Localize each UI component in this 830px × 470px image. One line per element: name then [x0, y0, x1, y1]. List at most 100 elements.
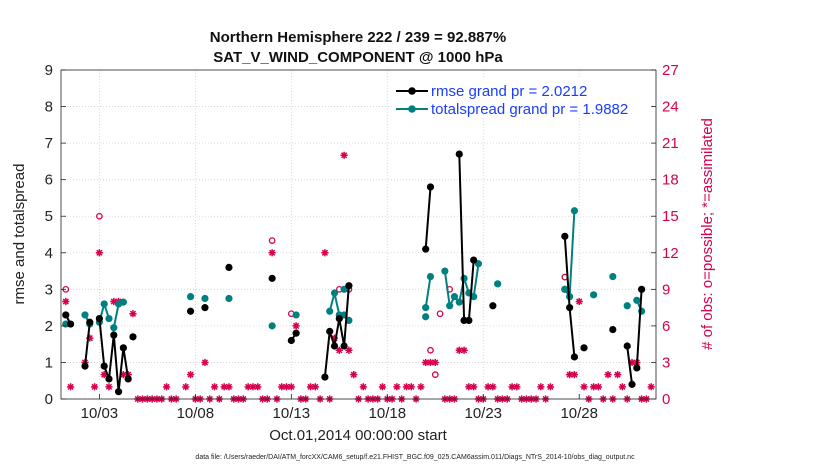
obs-assimilated-marker	[220, 383, 228, 391]
y-axis-label: rmse and totalspread	[11, 164, 28, 305]
obs-assimilated-marker	[62, 297, 70, 306]
legend-spread-label: totalspread grand pr = 1.9882	[431, 101, 628, 118]
rmse-point	[81, 362, 89, 370]
rmse-point	[119, 344, 127, 352]
rmse-point	[326, 327, 334, 335]
totalspread-point	[494, 280, 502, 288]
obs-assimilated-marker	[590, 383, 598, 391]
totalspread-point	[186, 293, 195, 301]
rmse-point	[609, 325, 617, 334]
obs-assimilated-marker	[119, 371, 127, 379]
legend-box	[392, 78, 650, 118]
obs-assimilated-marker	[254, 383, 262, 391]
rmse-point	[489, 302, 497, 310]
obs-assimilated-marker	[287, 383, 295, 391]
obs-assimilated-marker	[340, 151, 348, 159]
obs-possible-marker	[427, 346, 434, 354]
rmse-point	[628, 380, 636, 388]
legend-spread-marker	[408, 105, 416, 113]
obs-assimilated-marker	[422, 358, 430, 367]
obs-assimilated-marker	[201, 358, 209, 367]
rmse-point	[124, 375, 132, 383]
rmse-point	[623, 342, 631, 350]
obs-assimilated-marker	[460, 346, 468, 354]
rmse-line	[635, 289, 643, 368]
obs-assimilated-marker	[513, 383, 521, 391]
totalspread-line	[424, 276, 432, 308]
x-tick-label: 10/13	[273, 405, 311, 422]
totalspread-point	[119, 298, 127, 306]
obs-assimilated-marker	[306, 383, 315, 391]
rmse-point	[105, 375, 113, 383]
rmse-point	[638, 285, 646, 293]
y2-tick-label: 24	[662, 99, 679, 116]
x-tick-label: 10/23	[464, 405, 502, 422]
totalspread-point	[81, 311, 89, 319]
obs-assimilated-marker	[182, 383, 190, 391]
rmse-point	[292, 329, 300, 337]
totalspread-point	[609, 272, 617, 281]
totalspread-point	[330, 289, 339, 297]
obs-assimilated-marker	[330, 334, 339, 342]
y-tick-label: 0	[45, 391, 53, 408]
obs-assimilated-marker	[249, 383, 257, 391]
obs-assimilated-marker	[105, 383, 113, 391]
totalspread-point	[460, 274, 468, 282]
x-axis-label: Oct.01,2014 00:00:00 start	[269, 427, 447, 444]
obs-assimilated-marker	[465, 383, 473, 391]
obs-assimilated-marker	[292, 322, 300, 330]
rmse-line	[323, 285, 350, 378]
rmse-point	[633, 364, 641, 372]
rmse-point	[340, 342, 348, 350]
totalspread-point	[441, 267, 449, 275]
rmse-point	[66, 320, 75, 328]
y-tick-label: 3	[45, 281, 53, 298]
totalspread-point	[623, 302, 631, 310]
obs-assimilated-marker	[570, 371, 579, 379]
footer-filepath: data file: /Users/raeder/DAI/ATM_forcXX/…	[195, 454, 635, 461]
lines-layer	[62, 150, 646, 396]
y-tick-label: 4	[45, 245, 53, 262]
x-tick-label: 10/18	[369, 405, 407, 422]
x-tick-label: 10/28	[560, 405, 598, 422]
obs-assimilated-marker	[225, 383, 233, 391]
rmse-point	[110, 331, 118, 339]
rmse-point	[345, 282, 353, 290]
obs-assimilated-marker	[546, 383, 555, 391]
rmse-point	[566, 304, 574, 312]
totalspread-point	[633, 296, 641, 304]
obs-assimilated-marker	[86, 334, 94, 342]
obs-assimilated-marker	[66, 383, 75, 391]
rmse-point	[287, 336, 295, 345]
y2-tick-label: 15	[662, 208, 679, 225]
legend-rmse-marker	[408, 87, 416, 95]
totalspread-point	[561, 285, 569, 293]
obs-assimilated-marker	[604, 371, 612, 379]
y2-tick-label: 21	[662, 135, 679, 152]
rmse-point	[570, 353, 579, 361]
chart-subtitle: SAT_V_WIND_COMPONENT @ 1000 hPa	[213, 49, 503, 66]
obs-assimilated-marker	[244, 383, 252, 391]
x-tick-label: 10/08	[177, 405, 215, 422]
obs-assimilated-marker	[489, 383, 497, 391]
obs-assimilated-marker	[100, 371, 108, 379]
totalspread-point	[422, 313, 430, 321]
totalspread-point	[638, 307, 646, 315]
obs-assimilated-marker	[95, 249, 103, 257]
rmse-point	[62, 311, 70, 319]
grid-layer	[61, 70, 656, 399]
y-tick-label: 7	[45, 135, 53, 152]
rmse-point	[268, 274, 276, 282]
rmse-point	[335, 314, 343, 323]
totalspread-point	[570, 207, 579, 215]
rmse-point	[95, 314, 103, 323]
obs-assimilated-marker	[455, 346, 463, 354]
obs-assimilated-marker	[186, 371, 195, 379]
obs-assimilated-marker	[335, 346, 343, 354]
rmse-point	[426, 183, 435, 191]
totalspread-point	[326, 307, 334, 315]
totalspread-point	[292, 311, 300, 319]
y2-tick-label: 18	[662, 172, 679, 189]
